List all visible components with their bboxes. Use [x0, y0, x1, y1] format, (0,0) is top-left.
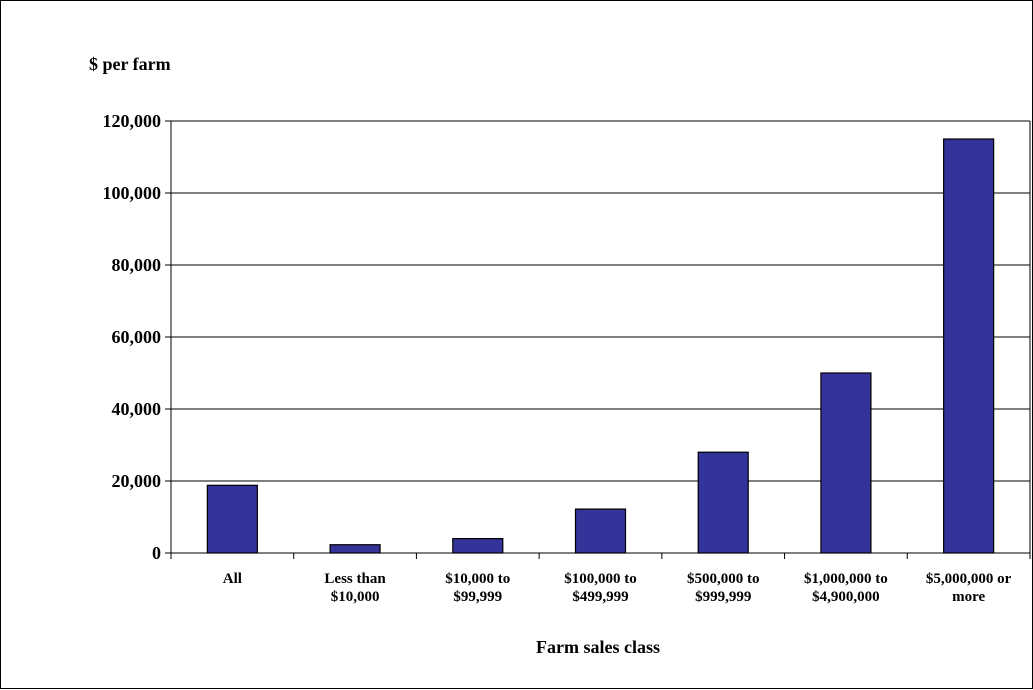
bar	[943, 138, 995, 554]
bar	[206, 484, 258, 554]
x-tick-label: $100,000 to	[564, 571, 637, 587]
bar	[574, 508, 627, 554]
bars	[206, 138, 995, 554]
bar	[820, 372, 872, 554]
axes	[165, 120, 1031, 559]
y-axis-title: $ per farm	[89, 54, 171, 74]
x-tick-label: Less than	[324, 571, 386, 587]
x-tick-label: $99,999	[453, 589, 502, 605]
x-tick-label: $1,000,000 to	[804, 571, 888, 587]
x-axis-title: Farm sales class	[536, 637, 660, 657]
gridlines	[171, 120, 1030, 482]
y-tick-label: 40,000	[112, 399, 162, 419]
bar	[452, 537, 504, 554]
x-tick-label: $10,000 to	[445, 571, 510, 587]
y-tick-label: 80,000	[112, 255, 162, 275]
x-tick-labels: All Less than $10,000 $10,000 to $99,999 $100…	[223, 571, 1012, 605]
bar	[697, 451, 749, 554]
y-tick-label: 0	[152, 543, 161, 563]
x-tick-label: $4,900,000	[812, 589, 880, 605]
x-tick-label: $499,999	[572, 589, 628, 605]
y-tick-label: 100,000	[103, 183, 162, 203]
y-tick-label: 120,000	[103, 111, 162, 131]
x-tick-label: $500,000 to	[687, 571, 760, 587]
x-tick-label: $999,999	[695, 589, 751, 605]
y-tick-label: 20,000	[112, 471, 162, 491]
x-tick-label: $10,000	[331, 589, 380, 605]
x-tick-label: $5,000,000 or	[926, 571, 1012, 587]
y-tick-labels: 0 20,000 40,000 60,000 80,000 100,000 120,000	[103, 111, 162, 563]
x-tick-label: more	[952, 589, 985, 605]
bar	[329, 544, 381, 554]
y-tick-label: 60,000	[112, 327, 162, 347]
x-tick-label: All	[223, 571, 242, 587]
